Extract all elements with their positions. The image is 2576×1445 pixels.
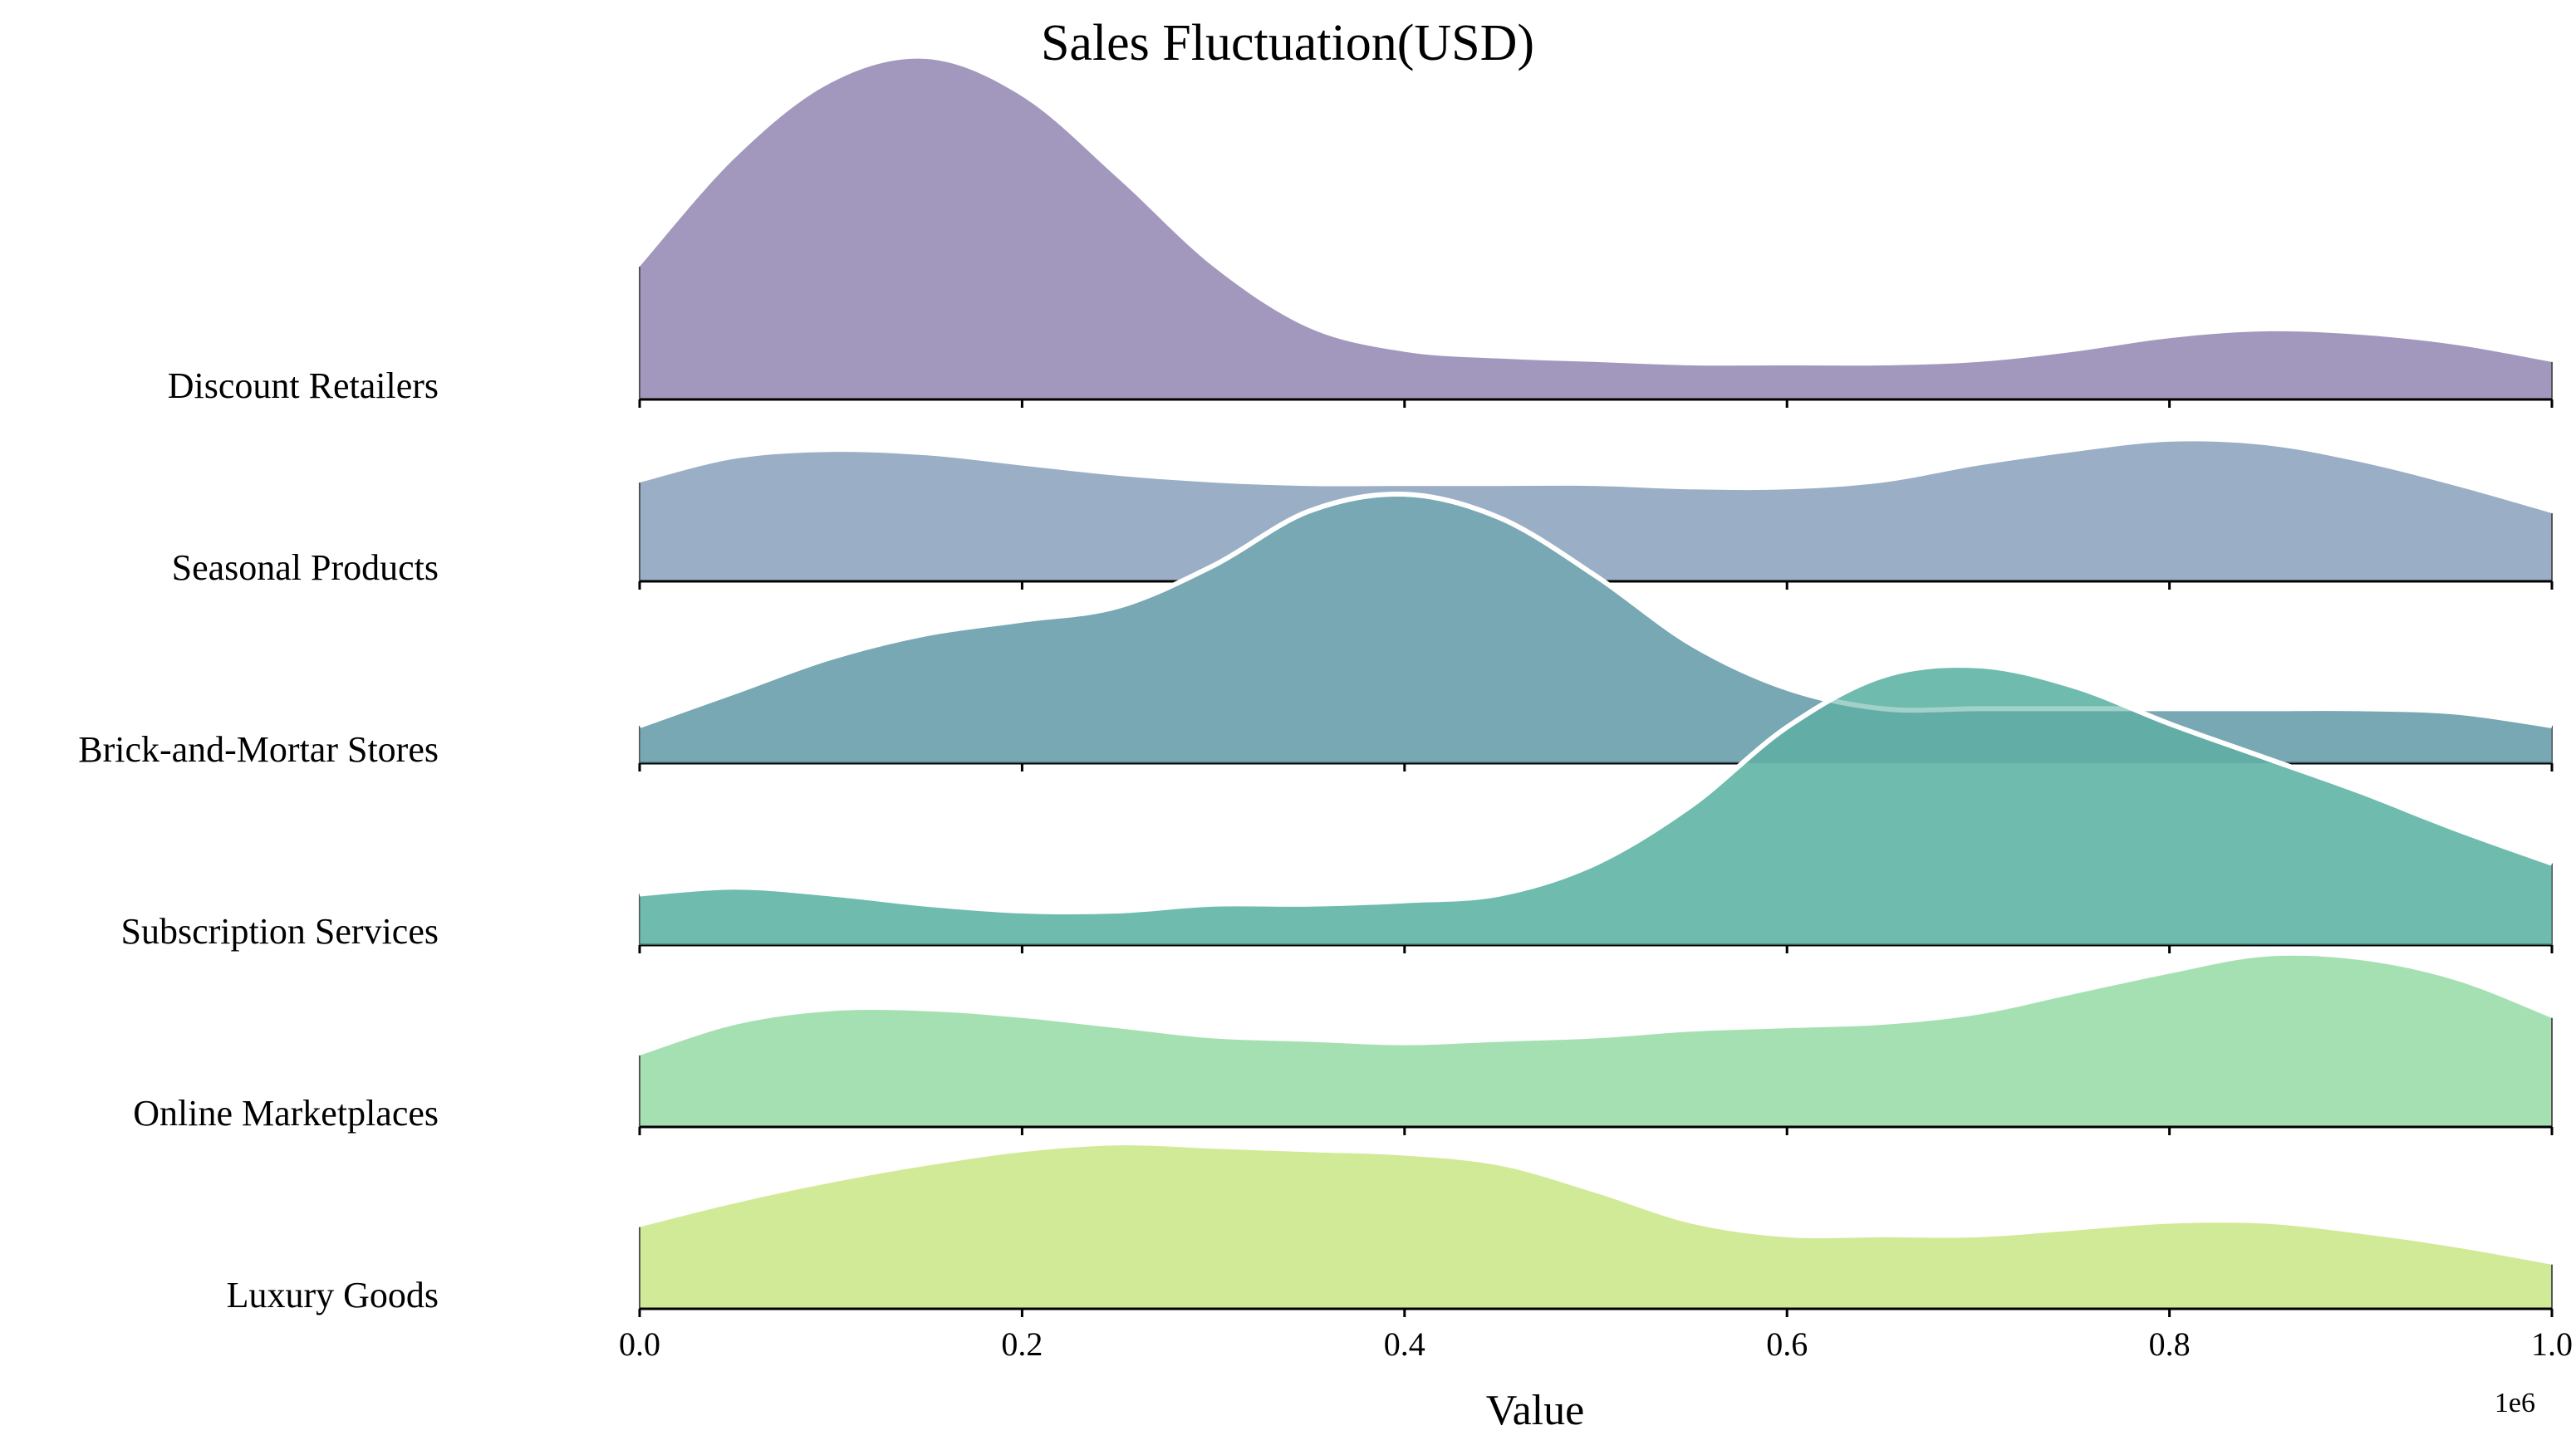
highlight-subscription-services [639,663,2554,945]
density-area-online-marketplaces [640,955,2552,1127]
highlight-area-brick-and-mortar-stores [640,493,2552,763]
x-tick-label: 0.6 [1766,1325,1808,1363]
highlight-area-subscription-services [640,665,2552,945]
density-area-discount-retailers [640,58,2552,399]
density-area-luxury-goods [640,1145,2552,1309]
ridge-baseline-discount-retailers [638,398,2554,408]
ridge-discount-retailers [639,58,2553,399]
ridges-group [638,58,2554,1317]
ridge-baseline-luxury-goods [638,1307,2554,1317]
ridge-label-online-marketplaces: Online Marketplaces [133,1093,439,1134]
ridge-label-subscription-services: Subscription Services [120,911,439,952]
ridge-seasonal-products [639,441,2553,581]
ridge-luxury-goods [639,1145,2553,1309]
x-axis-label: Value [1486,1387,1584,1434]
ridge-baseline-subscription-services [638,943,2554,953]
x-tick-label: 0.2 [1001,1325,1043,1363]
ridge-labels: Discount Retailers Seasonal Products Brick… [78,365,439,1315]
x-tick-label: 0.0 [619,1325,660,1363]
chart-title: Sales Fluctuation(USD) [1041,15,1534,71]
ridge-online-marketplaces [639,955,2553,1127]
highlight-outline-brick-and-mortar-stores [638,491,2553,728]
highlight-outline-subscription-services [639,663,2554,915]
x-offset-label: 1e6 [2495,1388,2535,1418]
ridge-label-discount-retailers: Discount Retailers [168,365,439,406]
x-tick-label: 0.4 [1384,1325,1425,1363]
ridge-baseline-online-marketplaces [638,1125,2554,1135]
highlight-brick-and-mortar-stores [638,491,2553,763]
x-axis: 0.0 0.2 0.4 0.6 0.8 1.0 [619,1325,2573,1363]
density-area-seasonal-products [640,441,2552,581]
ridge-label-brick-and-mortar-stores: Brick-and-Mortar Stores [78,729,439,770]
x-tick-label: 1.0 [2531,1325,2573,1363]
ridge-label-seasonal-products: Seasonal Products [172,547,439,588]
ridge-label-luxury-goods: Luxury Goods [227,1275,439,1315]
x-tick-label: 0.8 [2149,1325,2191,1363]
